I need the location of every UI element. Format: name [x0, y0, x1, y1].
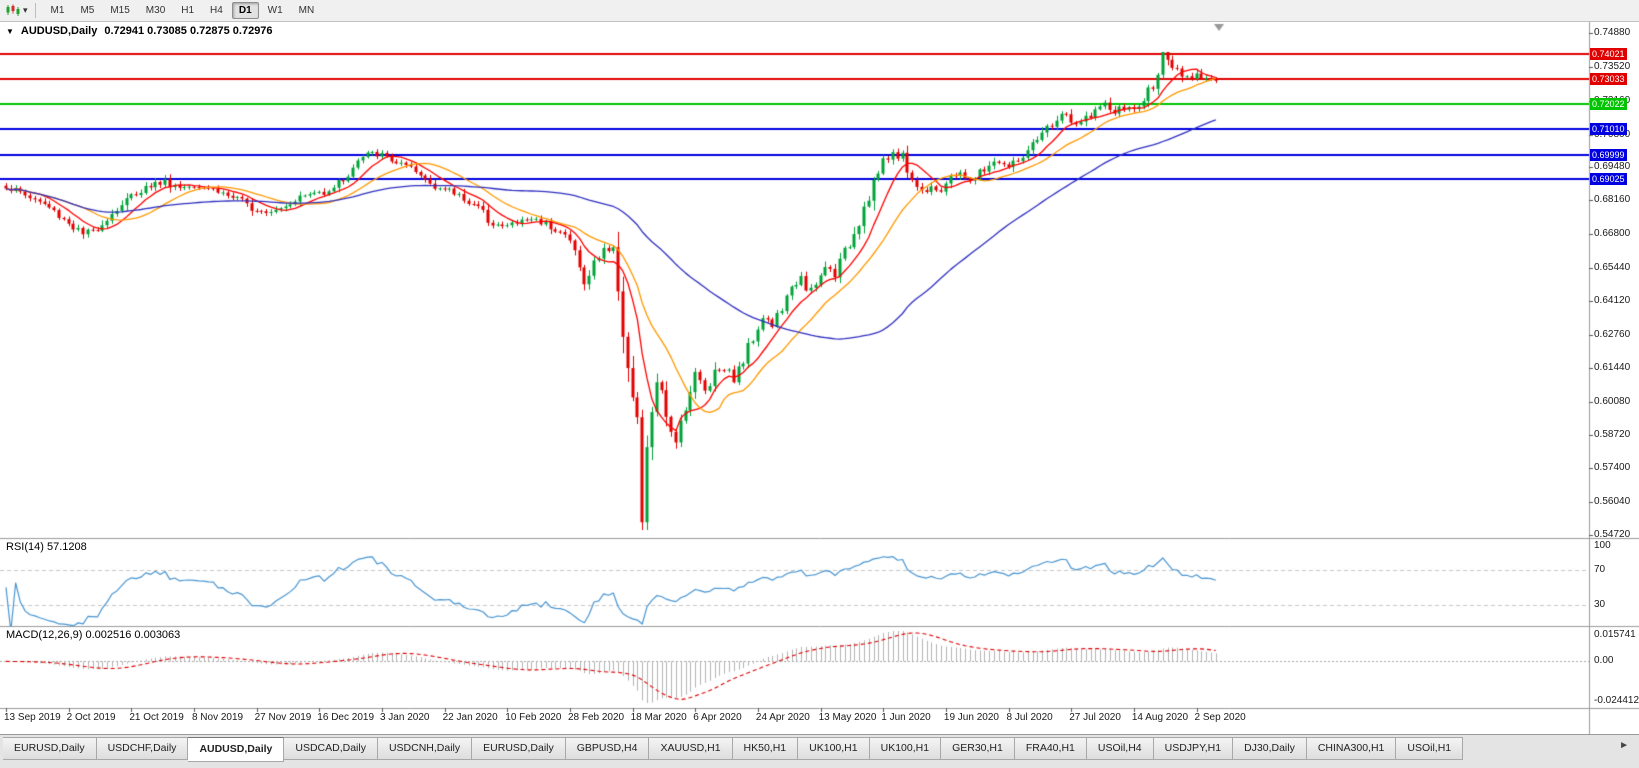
price-axis-tick: 0.60080 [1594, 395, 1631, 407]
price-axis-tick: 0.56040 [1594, 496, 1631, 508]
price-level-badge: 0.69999 [1590, 148, 1627, 161]
date-axis-label: 10 Feb 2020 [505, 712, 562, 723]
chart-type-dropdown-caret[interactable]: ▾ [23, 5, 28, 15]
date-axis-label: 19 Jun 2020 [943, 712, 999, 723]
price-level-badge: 0.71010 [1590, 123, 1627, 136]
chart-tab-usdchf-daily[interactable]: USDCHF,Daily [96, 737, 189, 760]
rsi-axis-tick: 100 [1594, 540, 1611, 551]
date-axis-label: 14 Aug 2020 [1131, 712, 1189, 723]
chart-symbol-label: AUDUSD,Daily [20, 25, 98, 37]
chart-tab-uk100-h1[interactable]: UK100,H1 [869, 737, 942, 760]
date-axis-label: 21 Oct 2019 [129, 712, 184, 723]
rsi-axis-tick: 30 [1594, 598, 1606, 610]
chart-tab-eurusd-daily[interactable]: EURUSD,Daily [3, 737, 97, 760]
timeframe-button-w1[interactable]: W1 [267, 5, 283, 16]
date-axis-label: 28 Feb 2020 [567, 712, 625, 723]
chart-ohlc-values: 0.72941 0.73085 0.72875 0.72976 [104, 25, 273, 37]
chart-tab-ger30-h1[interactable]: GER30,H1 [941, 737, 1015, 760]
date-axis-label: 22 Jan 2020 [442, 712, 498, 723]
macd-axis-tick: 0.015741 [1594, 629, 1636, 640]
chart-tab-usoil-h1[interactable]: USOil,H1 [1396, 737, 1464, 760]
collapse-triangle-icon[interactable]: ▼ [6, 26, 14, 36]
price-axis-tick: 0.73520 [1594, 60, 1631, 72]
timeframe-button-h4[interactable]: H4 [210, 5, 223, 16]
date-axis-label: 6 Apr 2020 [693, 712, 742, 723]
price-axis-tick: 0.66800 [1594, 228, 1631, 240]
price-level-badge: 0.72022 [1590, 98, 1627, 111]
chart-tabs-bar: ► EURUSD,Daily USDCHF,Daily AUDUSD,Daily US… [0, 734, 1639, 768]
date-axis-label: 2 Sep 2020 [1194, 712, 1246, 723]
chart-tab-xauusd-h1[interactable]: XAUUSD,H1 [649, 737, 733, 760]
date-axis-label: 13 Sep 2019 [4, 712, 61, 723]
price-axis-tick: 0.74880 [1594, 27, 1631, 38]
chart-tab-hk50-h1[interactable]: HK50,H1 [732, 737, 799, 760]
date-axis-label: 18 Mar 2020 [630, 712, 687, 723]
candlestick-glyph [6, 4, 20, 16]
price-level-badge: 0.74021 [1590, 48, 1627, 61]
chart-tab-usdcad-daily[interactable]: USDCAD,Daily [284, 737, 378, 760]
price-axis-tick: 0.68160 [1594, 194, 1631, 206]
date-axis-label: 8 Nov 2019 [191, 712, 244, 723]
date-axis-label: 16 Dec 2019 [317, 712, 375, 723]
chart-title: ▼ AUDUSD,Daily 0.72941 0.73085 0.72875 0… [6, 25, 273, 37]
chart-area: ▼ AUDUSD,Daily 0.72941 0.73085 0.72875 0… [0, 22, 1639, 734]
price-axis-tick: 0.61440 [1594, 361, 1631, 373]
timeframe-button-m15[interactable]: M15 [110, 5, 130, 16]
rsi-indicator-label: RSI(14) 57.1208 [6, 541, 87, 553]
chart-tab-usdjpy-h1[interactable]: USDJPY,H1 [1153, 737, 1234, 760]
price-level-badge: 0.73033 [1590, 72, 1627, 85]
chart-type-icon[interactable] [5, 4, 21, 17]
price-chart-canvas[interactable] [0, 22, 1639, 734]
macd-indicator-label: MACD(12,26,9) 0.002516 0.003063 [6, 629, 181, 641]
toolbar-separator [34, 3, 36, 18]
macd-axis-tick: -0.024412 [1594, 695, 1639, 706]
price-axis-tick: 0.64120 [1594, 294, 1631, 306]
chart-tab-usoil-h4[interactable]: USOil,H4 [1086, 737, 1154, 760]
timeframe-toolbar: ▾ M1 M5 M15 M30 H1 H4 D1 W1 MN [0, 0, 1639, 22]
chart-tab-uk100-h1[interactable]: UK100,H1 [798, 737, 870, 760]
date-axis-label: 13 May 2020 [818, 712, 877, 723]
timeframe-button-m30[interactable]: M30 [145, 5, 166, 16]
timeframe-button-m1[interactable]: M1 [50, 5, 65, 16]
price-level-badge: 0.69025 [1590, 172, 1627, 185]
date-axis-label: 8 Jul 2020 [1006, 712, 1053, 723]
date-axis-label: 1 Jun 2020 [881, 712, 931, 723]
price-axis-tick: 0.57400 [1594, 462, 1631, 474]
date-axis-label: 3 Jan 2020 [379, 712, 430, 723]
date-axis-label: 2 Oct 2019 [66, 712, 116, 723]
date-axis-label: 27 Jul 2020 [1069, 712, 1121, 723]
price-axis-tick: 0.65440 [1594, 262, 1631, 274]
chart-tab-gbpusd-h4[interactable]: GBPUSD,H4 [565, 737, 650, 760]
price-axis-tick: 0.62760 [1594, 328, 1631, 340]
price-axis-tick: 0.54720 [1594, 529, 1631, 540]
chart-tab-audusd-daily[interactable]: AUDUSD,Daily [188, 737, 285, 762]
date-axis-label: 24 Apr 2020 [755, 712, 810, 723]
macd-axis-tick: 0.00 [1594, 655, 1614, 667]
price-axis-tick: 0.58720 [1594, 429, 1631, 441]
timeframe-button-mn[interactable]: MN [298, 5, 315, 16]
chart-tab-usdcnh-daily[interactable]: USDCNH,Daily [377, 737, 473, 760]
chart-tab-china300-h1[interactable]: CHINA300,H1 [1306, 737, 1397, 760]
chart-tab-eurusd-daily[interactable]: EURUSD,Daily [472, 737, 566, 760]
timeframe-buttons-group: M1 M5 M15 M30 H1 H4 D1 W1 MN [43, 2, 323, 19]
chart-tab-dj30-daily[interactable]: DJ30,Daily [1233, 737, 1307, 760]
tab-scroll-right-button[interactable]: ► [1619, 740, 1629, 751]
timeframe-button-h1[interactable]: H1 [181, 5, 195, 16]
timeframe-button-m5[interactable]: M5 [80, 5, 95, 16]
rsi-axis-tick: 70 [1594, 563, 1606, 575]
price-axis-tick: 0.69480 [1594, 161, 1631, 173]
date-axis-label: 27 Nov 2019 [254, 712, 312, 723]
chart-tab-fra40-h1[interactable]: FRA40,H1 [1014, 737, 1087, 760]
timeframe-button-d1[interactable]: D1 [231, 2, 259, 19]
